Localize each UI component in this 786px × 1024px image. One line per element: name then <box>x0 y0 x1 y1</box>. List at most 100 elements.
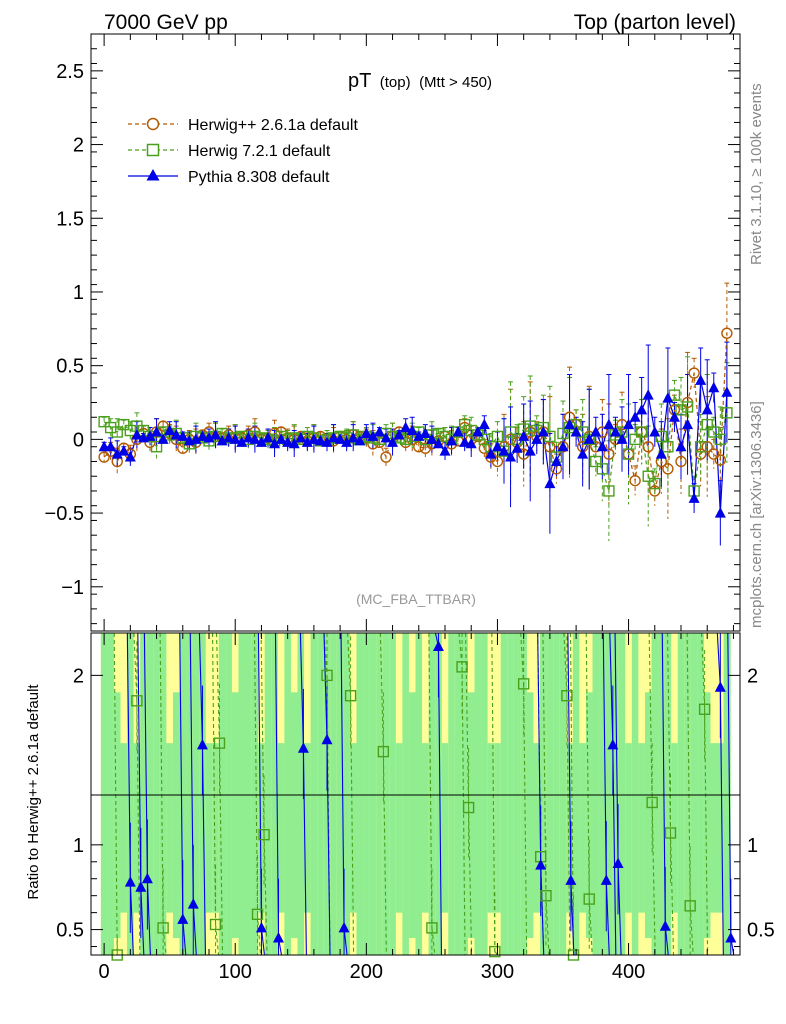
marker-pythia <box>177 430 189 441</box>
ratio-spike-herwig7 <box>379 632 384 752</box>
ratio-band-green <box>284 633 292 955</box>
marker-pythia <box>721 386 733 397</box>
marker-pythia <box>478 418 490 430</box>
marker-herwig7 <box>98 415 110 428</box>
marker-pythia <box>603 418 615 430</box>
ratio-band-green <box>454 633 462 955</box>
ratio-spike-pythia <box>716 632 721 688</box>
legend: Herwig++ 2.6.1a default Herwig 7.2.1 def… <box>128 117 358 186</box>
ratio-ytick-label-right: 0.5 <box>747 920 775 942</box>
legend-label-herwig7: Herwig 7.2.1 default <box>188 143 331 160</box>
ratio-marker-herwig7 <box>377 745 390 758</box>
ratio-spike-herwig7 <box>218 743 224 956</box>
ratio-band-green <box>500 633 508 955</box>
marker-herwig7 <box>111 426 123 438</box>
marker-pythia <box>347 431 359 443</box>
ratio-spike-pythia <box>257 632 262 928</box>
ratio-band-green <box>579 743 587 913</box>
ratio-band-green <box>474 633 482 955</box>
ratio-marker-pythia <box>255 921 267 933</box>
marker-pythia <box>406 424 418 436</box>
ratio-band-green <box>376 633 384 955</box>
legend-label-herwigpp: Herwig++ 2.6.1a default <box>188 117 358 134</box>
ratio-band-green <box>369 633 377 955</box>
ratio-band-green <box>304 743 312 913</box>
ratio-spike-herwig7 <box>215 924 220 956</box>
ratio-spike-herwig7 <box>253 632 259 915</box>
marker-pythia <box>714 507 726 518</box>
legend-marker-pythia <box>146 169 160 181</box>
ratio-spike-herwig7 <box>468 807 473 956</box>
ratio-band-green <box>546 633 554 955</box>
ratio-band-green <box>690 633 698 955</box>
ratio-band-green <box>710 743 718 913</box>
legend-marker-herwigpp <box>146 117 160 131</box>
ratio-spike-herwig7 <box>563 632 568 696</box>
ratio-band-green <box>218 633 226 955</box>
marker-pythia <box>308 433 320 444</box>
marker-herwig7 <box>629 433 641 446</box>
xtick-label: 0 <box>99 961 110 983</box>
ratio-spike-pythia <box>201 744 206 956</box>
ratio-spike-pythia <box>537 632 542 866</box>
marker-pythia <box>491 440 503 452</box>
ratio-uncertainty-bands <box>100 633 731 955</box>
ratio-band-green <box>297 633 305 955</box>
marker-pythia <box>282 436 294 447</box>
ratio-marker-herwig7 <box>540 889 552 902</box>
ratio-band-green <box>677 633 685 955</box>
marker-pythia <box>609 426 621 437</box>
ratio-band-green <box>363 633 371 955</box>
ratio-band-green <box>258 743 266 913</box>
header-right: Top (parton level) <box>574 11 736 34</box>
ratio-band-green <box>605 633 613 955</box>
ratio-series-lines <box>113 632 735 956</box>
ratio-band-green <box>382 633 390 955</box>
ratio-band-green <box>481 633 489 955</box>
ratio-marker-pythia <box>177 913 189 924</box>
ratio-band-green <box>658 633 666 955</box>
ratio-band-green <box>356 633 364 955</box>
ratio-spike-herwig7 <box>428 632 433 928</box>
marker-herwig7 <box>721 407 733 419</box>
ratio-marker-herwig7 <box>209 918 222 931</box>
ratio-spike-pythia <box>189 632 194 905</box>
ratio-band-green <box>422 743 430 913</box>
marker-pythia <box>419 427 431 438</box>
marker-pythia <box>387 436 399 447</box>
ratio-band-green <box>127 633 135 955</box>
ratio-spike-herwig7 <box>113 632 118 956</box>
ratio-marker-pythia <box>612 857 624 868</box>
ratio-ytick-label: 1 <box>73 835 84 857</box>
ratio-marker-pythia <box>196 738 208 750</box>
main-ytick-label: −1 <box>61 577 84 599</box>
marker-pythia <box>688 492 700 503</box>
main-axes: −1 −0.5 0 0.5 1 1.5 2 2.5 <box>45 34 740 631</box>
ratio-marker-pythia <box>297 742 309 753</box>
marker-pythia <box>623 418 635 430</box>
marker-pythia <box>636 403 648 415</box>
ratio-spike-herwig7 <box>686 632 691 906</box>
xtick-label: 300 <box>481 961 514 983</box>
ratio-band-green <box>697 633 705 955</box>
ratio-spike-pythia <box>567 632 572 881</box>
ratio-marker-pythia <box>607 738 619 750</box>
ratio-spike-pythia <box>340 632 345 928</box>
marker-pythia <box>262 431 274 443</box>
marker-pythia <box>655 448 667 459</box>
marker-herwig7 <box>596 463 609 475</box>
marker-pythia <box>111 448 123 459</box>
ratio-spike-pythia <box>540 865 545 956</box>
ratio-band-green <box>540 633 548 955</box>
ratio-spike-herwig7 <box>689 905 694 956</box>
marker-pythia <box>557 440 569 452</box>
marker-pythia <box>393 428 405 440</box>
marker-herwig7 <box>458 418 471 431</box>
main-markers <box>98 327 733 518</box>
ratio-band-green <box>395 743 403 913</box>
ratio-spike-herwig7 <box>136 700 141 956</box>
marker-pythia <box>550 455 562 466</box>
marker-pythia <box>590 426 602 437</box>
marker-herwigpp <box>708 448 720 460</box>
marker-pythia <box>380 431 392 443</box>
